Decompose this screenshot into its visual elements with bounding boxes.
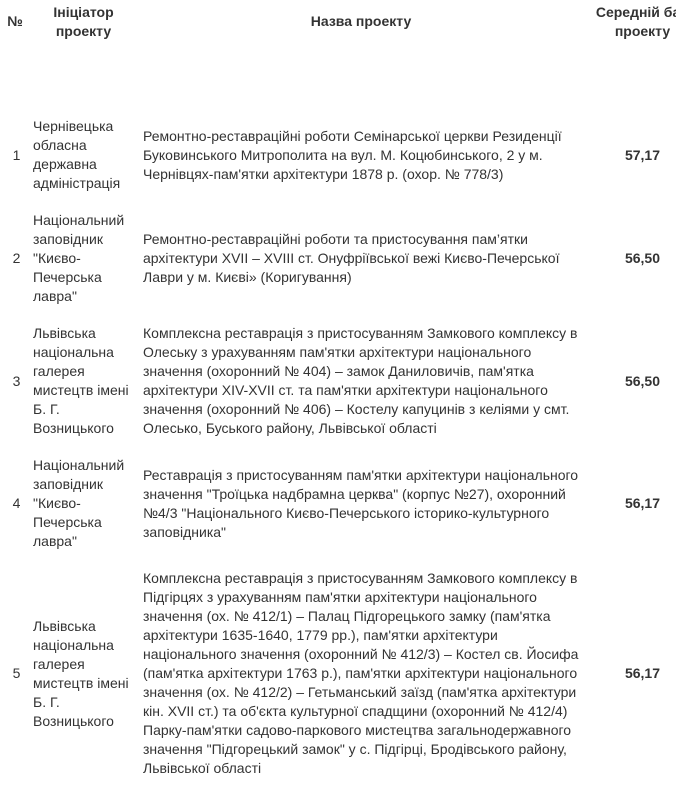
row-score: 56,17 xyxy=(624,495,661,511)
table-row: 3 Львівська національна галерея мистецтв… xyxy=(0,315,676,447)
header-initiator: Ініціатор проекту xyxy=(53,4,114,39)
row-initiator: Львівська національна галерея мистецтв і… xyxy=(33,325,129,436)
table-row: 4 Національний заповідник "Києво-Печерсь… xyxy=(0,447,676,560)
header-project-name: Назва проекту xyxy=(310,13,412,29)
row-initiator: Національний заповідник "Києво-Печерська… xyxy=(33,212,125,304)
row-number: 2 xyxy=(12,250,21,266)
table-row: 1 Чернівецька обласна державна адміністр… xyxy=(0,108,676,202)
row-score: 56,50 xyxy=(624,250,661,266)
row-number: 5 xyxy=(12,665,21,681)
row-project-name: Реставрація з пристосуванням пам'ятки ар… xyxy=(143,466,579,540)
row-score: 57,17 xyxy=(624,146,661,163)
row-number: 3 xyxy=(12,372,21,389)
header-number: № xyxy=(7,13,23,29)
table-header-row: № Ініціатор проекту Назва проекту Середн… xyxy=(0,0,676,108)
row-number: 1 xyxy=(12,146,21,163)
row-initiator: Чернівецька обласна державна адміністрац… xyxy=(33,118,121,191)
row-number: 4 xyxy=(12,495,21,511)
row-project-name: Ремонтно-реставраційні роботи Семінарськ… xyxy=(143,127,562,182)
row-project-name: Комплексна реставрація з пристосуванням … xyxy=(143,325,578,436)
row-project-name: Комплексна реставрація з пристосуванням … xyxy=(143,570,579,776)
row-project-name: Ремонтно-реставраційні роботи та пристос… xyxy=(143,231,560,285)
table-row: 5 Львівська національна галерея мистецтв… xyxy=(0,560,676,787)
row-initiator: Національний заповідник "Києво-Печерська… xyxy=(33,457,125,549)
row-score: 56,17 xyxy=(624,665,661,681)
header-average-score: Середній бал проекту xyxy=(595,4,676,39)
row-score: 56,50 xyxy=(624,372,661,389)
table-row: 2 Національний заповідник "Києво-Печерсь… xyxy=(0,202,676,315)
row-initiator: Львівська національна галерея мистецтв і… xyxy=(33,617,129,729)
